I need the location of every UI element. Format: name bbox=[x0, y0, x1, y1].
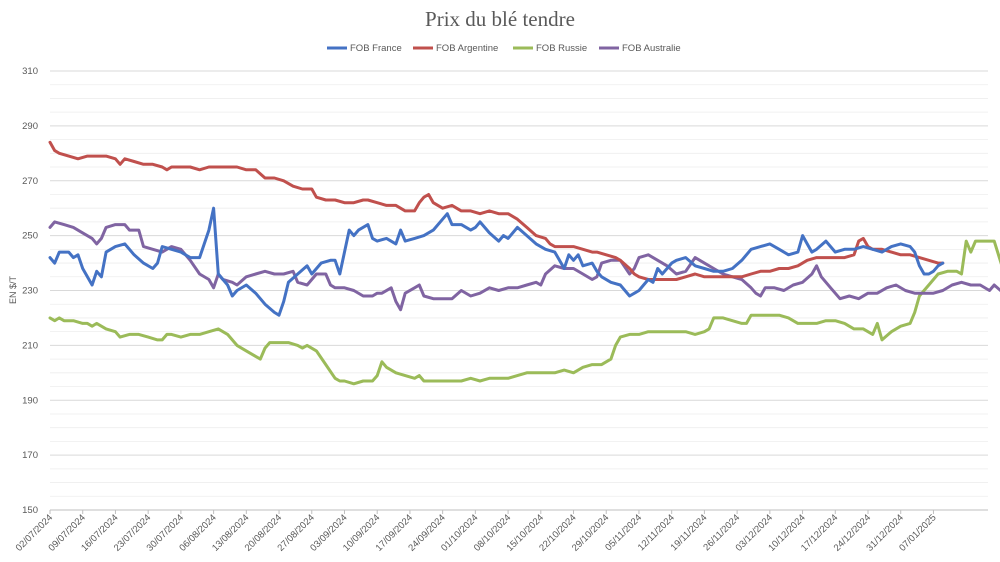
legend-label: FOB Argentine bbox=[436, 43, 498, 54]
legend-label: FOB Russie bbox=[536, 43, 587, 54]
series-line-fob-france bbox=[48, 206, 945, 317]
y-tick-label: 150 bbox=[22, 505, 38, 516]
y-tick-label: 290 bbox=[22, 121, 38, 132]
y-tick-label: 250 bbox=[22, 231, 38, 242]
y-tick-label: 310 bbox=[22, 66, 38, 77]
y-tick-label: 170 bbox=[22, 450, 38, 461]
legend: FOB France FOB Argentine FOB Russie FOB Aus… bbox=[327, 43, 681, 54]
y-tick-label: 270 bbox=[22, 176, 38, 187]
y-tick-label: 190 bbox=[22, 395, 38, 406]
y-axis-ticks: 150 170 190 210 230 250 270 290 310 bbox=[22, 66, 38, 516]
y-axis-title: EN $/T bbox=[8, 275, 18, 304]
gridlines bbox=[50, 70, 988, 511]
series-line-fob-australie bbox=[48, 220, 1000, 312]
series-line-fob-argentine bbox=[48, 140, 945, 281]
series-lines bbox=[48, 140, 1000, 386]
legend-label: FOB Australie bbox=[622, 43, 681, 54]
legend-label: FOB France bbox=[350, 43, 402, 54]
y-tick-label: 210 bbox=[22, 340, 38, 351]
chart-title: Prix du blé tendre bbox=[425, 7, 575, 31]
y-tick-label: 230 bbox=[22, 286, 38, 297]
series-line-fob-russie bbox=[48, 239, 1000, 386]
x-axis-ticks: 02/07/202409/07/202416/07/202423/07/2024… bbox=[14, 509, 988, 554]
